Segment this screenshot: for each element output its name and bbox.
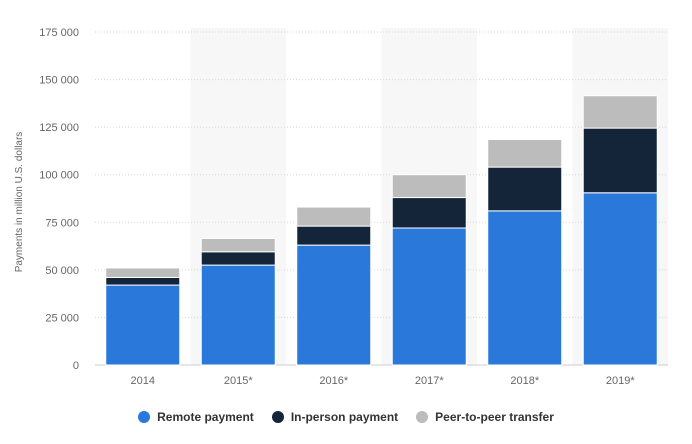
bar-in-person-payment-2018[interactable] [487, 166, 563, 212]
y-tick-label: 125 000 [39, 122, 79, 134]
y-tick-label: 100 000 [39, 170, 79, 182]
bar-peer-to-peer-transfer-2017[interactable] [391, 174, 467, 199]
legend-swatch-in-person-payment [271, 411, 284, 423]
bar-remote-payment-2016[interactable] [296, 244, 372, 366]
x-tick-label: 2017* [415, 375, 444, 387]
bar-in-person-payment-2016[interactable] [296, 225, 372, 246]
x-tick-label: 2015* [224, 375, 253, 387]
legend-label-peer-to-peer-transfer: Peer-to-peer transfer [435, 410, 554, 424]
y-tick-label: 175 000 [39, 27, 79, 39]
legend-item-in-person-payment[interactable]: In-person payment [271, 410, 399, 424]
bar-remote-payment-2015[interactable] [200, 264, 276, 366]
bar-remote-payment-2014[interactable] [105, 284, 181, 366]
y-tick-label: 50 000 [45, 265, 79, 277]
bar-remote-payment-2018[interactable] [487, 210, 563, 366]
legend-item-peer-to-peer-transfer[interactable]: Peer-to-peer transfer [416, 410, 554, 424]
gridlines [95, 31, 668, 366]
legend-item-remote-payment[interactable]: Remote payment [138, 410, 254, 424]
legend-label-remote-payment: Remote payment [157, 410, 254, 424]
legend-swatch-peer-to-peer-transfer [416, 411, 429, 423]
bar-in-person-payment-2019[interactable] [582, 127, 658, 194]
legend: Remote payment In-person payment Peer-to… [0, 410, 692, 424]
legend-swatch-remote-payment [138, 411, 151, 423]
bar-remote-payment-2019[interactable] [582, 192, 658, 366]
y-tick-label: 150 000 [39, 75, 79, 87]
y-tick-label: 0 [73, 360, 79, 372]
bar-peer-to-peer-transfer-2014[interactable] [105, 267, 181, 278]
y-tick-label: 75 000 [45, 217, 79, 229]
legend-label-in-person-payment: In-person payment [290, 410, 399, 424]
bars [105, 95, 658, 366]
bar-in-person-payment-2017[interactable] [391, 197, 467, 229]
x-tick-label: 2014 [131, 375, 155, 387]
x-tick-label: 2016* [319, 375, 348, 387]
bar-peer-to-peer-transfer-2015[interactable] [200, 237, 276, 253]
x-tick-label: 2018* [510, 375, 539, 387]
bar-in-person-payment-2014[interactable] [105, 276, 181, 286]
x-tick-label: 2019* [606, 375, 635, 387]
bar-peer-to-peer-transfer-2016[interactable] [296, 206, 372, 227]
x-tick-labels: 2014 2015* 2016* 2017* 2018* 2019* [131, 375, 636, 387]
bar-in-person-payment-2015[interactable] [200, 251, 276, 266]
bar-remote-payment-2017[interactable] [391, 227, 467, 366]
y-axis-title: Payments in million U.S. dollars [14, 132, 25, 273]
y-tick-label: 25 000 [45, 312, 79, 324]
y-tick-labels: 0 25 000 50 000 75 000 100 000 125 000 150 000… [39, 27, 79, 372]
bar-peer-to-peer-transfer-2019[interactable] [582, 95, 658, 129]
bar-peer-to-peer-transfer-2018[interactable] [487, 139, 563, 168]
